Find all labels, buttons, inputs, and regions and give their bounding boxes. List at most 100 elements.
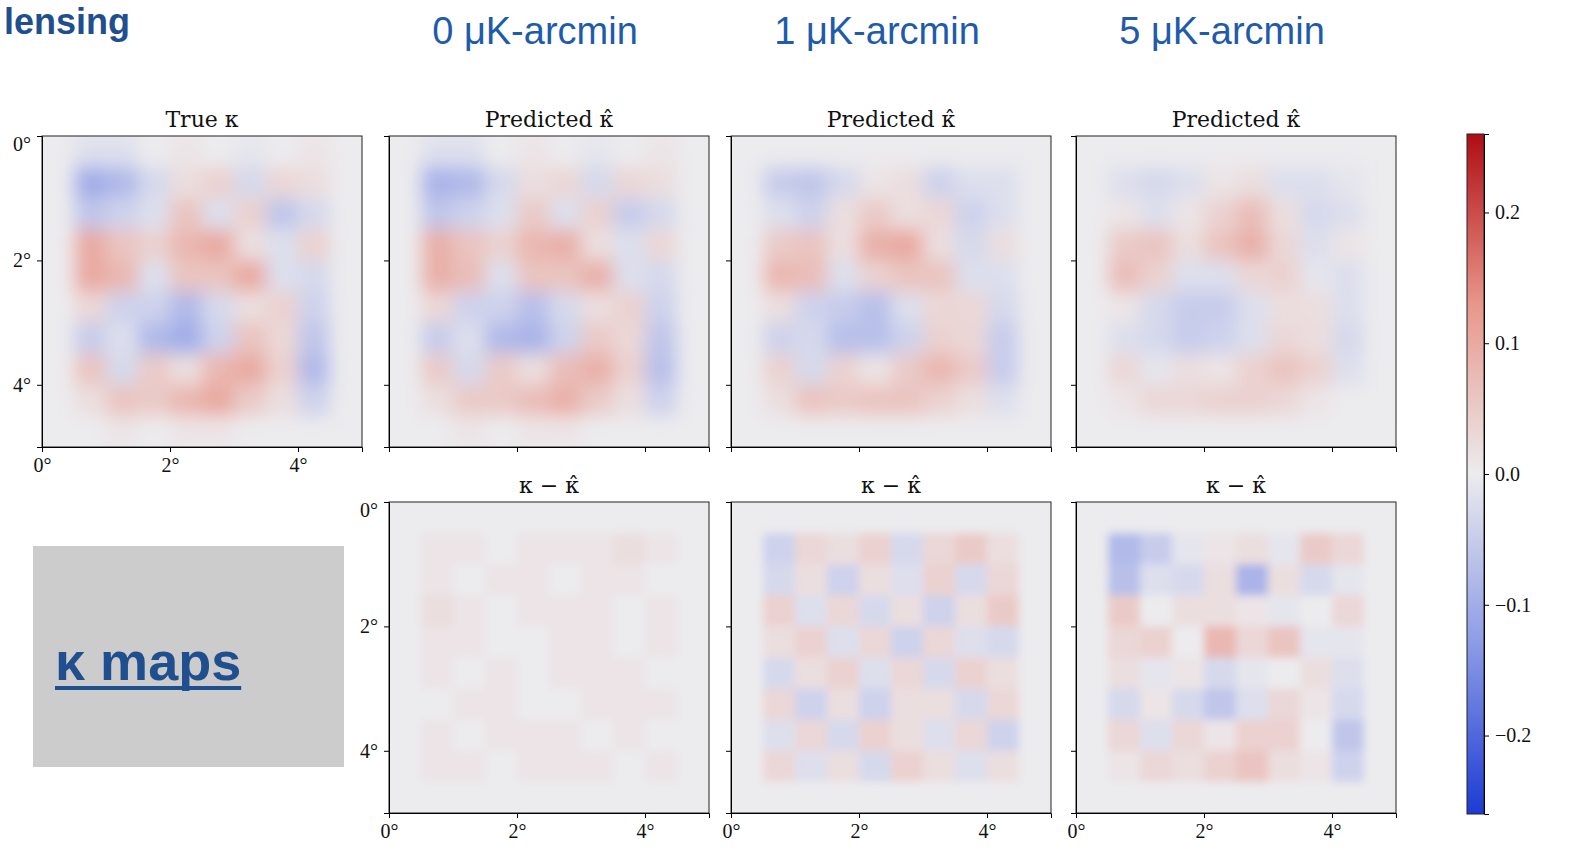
cell bbox=[795, 689, 828, 721]
cell bbox=[1108, 292, 1141, 324]
cell bbox=[987, 416, 1020, 447]
x-tick-label: 2° bbox=[1196, 820, 1214, 842]
cell bbox=[389, 533, 422, 565]
cell bbox=[955, 323, 988, 355]
cell bbox=[763, 167, 796, 199]
cell bbox=[987, 354, 1020, 386]
y-tick-mark bbox=[726, 751, 731, 752]
cell bbox=[1108, 689, 1141, 721]
cell bbox=[1204, 658, 1237, 690]
cell bbox=[485, 782, 518, 813]
cell bbox=[613, 751, 646, 783]
cell bbox=[1204, 385, 1237, 417]
cell bbox=[389, 564, 422, 596]
y-tick-mark bbox=[726, 136, 731, 137]
cell bbox=[795, 167, 828, 199]
cell bbox=[1364, 782, 1396, 813]
cell bbox=[677, 564, 709, 596]
cell bbox=[1108, 323, 1141, 355]
cell bbox=[581, 167, 614, 199]
cell bbox=[234, 167, 267, 199]
cell bbox=[677, 229, 709, 261]
cell bbox=[645, 502, 678, 534]
cell bbox=[330, 323, 362, 355]
cell bbox=[1204, 323, 1237, 355]
colorbar-tick-label: −0.1 bbox=[1495, 594, 1531, 616]
cell bbox=[955, 385, 988, 417]
y-tick: 4° bbox=[13, 374, 42, 396]
cell bbox=[1300, 416, 1333, 447]
y-tick-mark bbox=[384, 260, 389, 261]
cell bbox=[389, 167, 422, 199]
cell bbox=[330, 292, 362, 324]
cell bbox=[859, 658, 892, 690]
cell bbox=[1140, 564, 1173, 596]
cell bbox=[795, 292, 828, 324]
cell bbox=[763, 323, 796, 355]
cell bbox=[731, 323, 764, 355]
cell bbox=[731, 595, 764, 627]
cell bbox=[987, 533, 1020, 565]
plot-background bbox=[731, 136, 1051, 447]
cell bbox=[677, 689, 709, 721]
x-tick-mark bbox=[645, 813, 646, 818]
cell bbox=[763, 354, 796, 386]
cell bbox=[1332, 720, 1365, 752]
cells bbox=[42, 136, 362, 447]
cell bbox=[1236, 354, 1269, 386]
colorbar-tick: −0.2 bbox=[1484, 724, 1531, 746]
y-axis-line bbox=[37, 137, 43, 448]
cell bbox=[1172, 751, 1205, 783]
cell bbox=[923, 292, 956, 324]
cell bbox=[891, 323, 924, 355]
cell bbox=[827, 658, 860, 690]
x-tick-mark bbox=[987, 447, 988, 452]
cell bbox=[987, 323, 1020, 355]
panel-title: Predicted κ̂ bbox=[1172, 107, 1301, 132]
cell bbox=[1236, 385, 1269, 417]
cell bbox=[763, 720, 796, 752]
colorbar-tick: 0.1 bbox=[1484, 332, 1520, 354]
cell bbox=[485, 595, 518, 627]
x-axis: 0°2°4° bbox=[34, 447, 363, 476]
cell bbox=[1076, 751, 1109, 783]
cell bbox=[1019, 323, 1051, 355]
cell bbox=[138, 323, 171, 355]
cell bbox=[330, 354, 362, 386]
cell bbox=[613, 323, 646, 355]
x-axis-line bbox=[1077, 814, 1397, 819]
colorbar-frame bbox=[1467, 134, 1484, 814]
cell bbox=[955, 354, 988, 386]
cell bbox=[1076, 595, 1109, 627]
colorbar: −0.2−0.10.00.10.2 bbox=[1467, 134, 1531, 815]
cell bbox=[731, 292, 764, 324]
cell bbox=[1300, 658, 1333, 690]
cell bbox=[389, 385, 422, 417]
x-axis-line bbox=[732, 448, 1052, 453]
x-tick bbox=[517, 447, 518, 452]
cell bbox=[74, 354, 107, 386]
cell bbox=[453, 323, 486, 355]
cell bbox=[613, 564, 646, 596]
cell bbox=[1108, 658, 1141, 690]
y-axis-line bbox=[384, 503, 390, 814]
cell bbox=[1236, 564, 1269, 596]
cell bbox=[731, 354, 764, 386]
cell bbox=[74, 260, 107, 292]
cell bbox=[1140, 229, 1173, 261]
x-tick-mark bbox=[298, 447, 299, 452]
cell bbox=[795, 354, 828, 386]
panel: Predicted κ̂ bbox=[726, 107, 1052, 452]
cell bbox=[170, 385, 203, 417]
cell bbox=[298, 229, 331, 261]
y-tick-label: 2° bbox=[360, 615, 378, 637]
cell bbox=[1268, 229, 1301, 261]
cell bbox=[1076, 198, 1109, 230]
y-tick-mark bbox=[37, 385, 42, 386]
cell bbox=[795, 658, 828, 690]
cell bbox=[827, 720, 860, 752]
cell bbox=[795, 323, 828, 355]
cell bbox=[517, 720, 550, 752]
cell bbox=[1268, 167, 1301, 199]
cell bbox=[1108, 502, 1141, 534]
